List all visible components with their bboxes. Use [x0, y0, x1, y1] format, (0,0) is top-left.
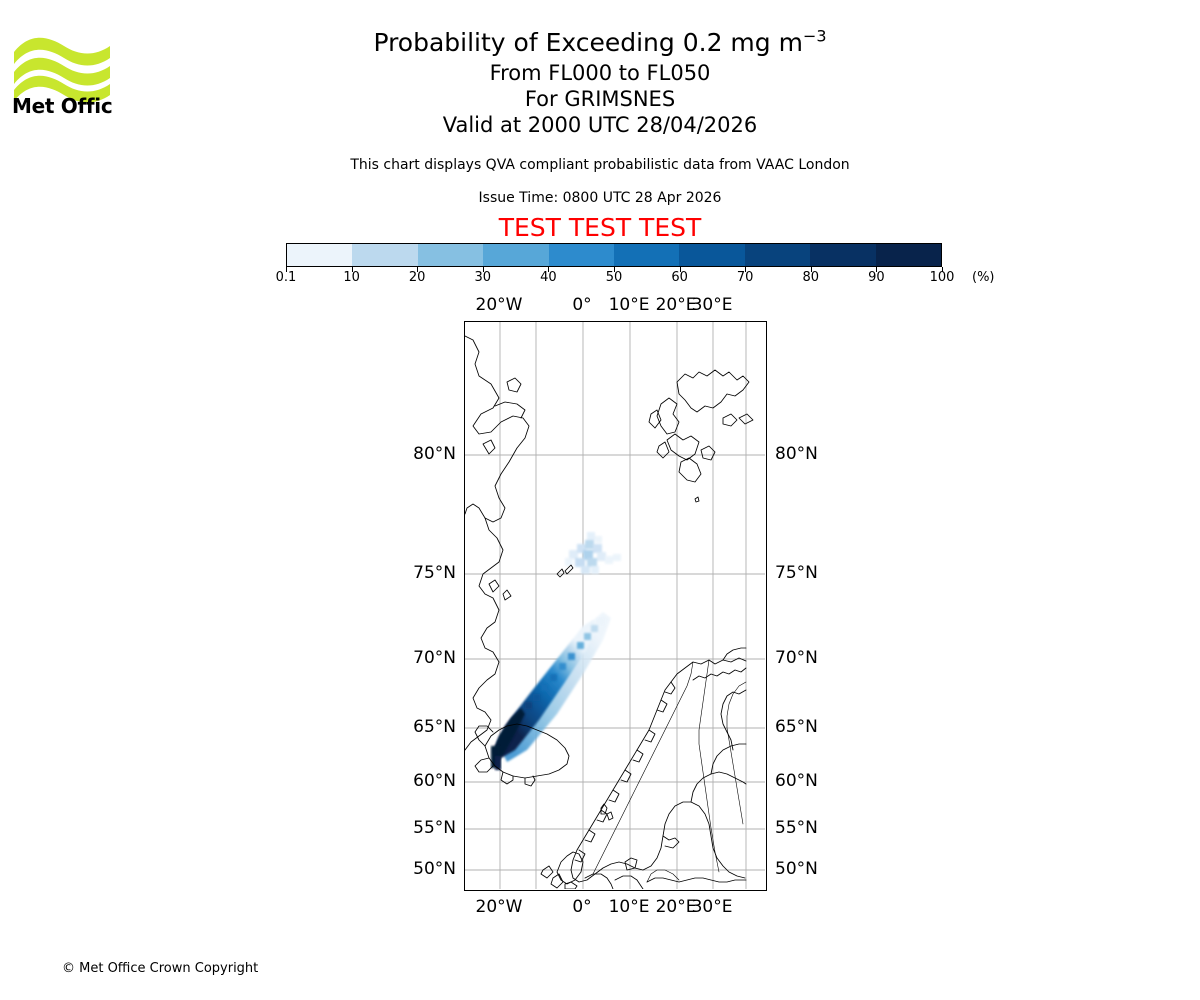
colorbar-tick-labels: 0.1 10 20 30 40 50 60 70 80 90 100	[276, 270, 955, 288]
longitude-tick-label: 0°	[572, 295, 592, 315]
detached-ash-patch	[565, 532, 621, 574]
colorbar-tick	[548, 267, 550, 272]
copyright-footer: © Met Office Crown Copyright	[62, 961, 259, 976]
colorbar-tick	[942, 267, 943, 272]
colorbar-tick-label: 80	[802, 270, 820, 285]
colorbar-segment	[614, 244, 680, 266]
colorbar-segment	[875, 244, 942, 266]
colorbar-segment	[417, 244, 484, 266]
colorbar-tick-label: 20	[408, 270, 426, 285]
colorbar-tick	[351, 267, 353, 272]
colorbar-tick-label: 90	[868, 270, 885, 285]
colorbar-segment	[679, 244, 745, 266]
latitude-tick-label: 60°N	[775, 771, 818, 791]
flight-level-subtitle: From FL000 to FL050	[489, 61, 711, 85]
title-block: Probability of Exceeding 0.2 mg m−3 From…	[0, 26, 1200, 138]
latitude-tick-label: 65°N	[413, 717, 456, 737]
test-banner: TEST TEST TEST	[498, 213, 702, 242]
colorbar-tick-label: 70	[736, 270, 754, 285]
page-title-exponent: −3	[802, 26, 827, 46]
colorbar-segment	[744, 244, 811, 266]
latitude-tick-label: 75°N	[413, 563, 456, 583]
longitude-tick-label: 20°W	[475, 897, 523, 917]
compliance-note: This chart displays QVA compliant probab…	[350, 157, 850, 173]
issue-time: Issue Time: 0800 UTC 28 Apr 2026	[478, 190, 722, 206]
colorbar-segment	[352, 244, 418, 266]
colorbar-tick	[679, 267, 681, 272]
longitude-tick-label: 20°E	[655, 897, 697, 917]
colorbar-tick	[482, 267, 484, 272]
logo-wordmark: Met Office	[12, 94, 112, 116]
colorbar-tick-label: 40	[540, 270, 557, 285]
latitude-tick-label: 70°N	[413, 648, 456, 668]
latitude-tick-label: 70°N	[775, 648, 818, 668]
latitude-tick-label: 50°N	[413, 859, 456, 879]
colorbar-tick	[614, 267, 615, 272]
latitude-tick-label: 80°N	[413, 444, 456, 464]
page-title: Probability of Exceeding 0.2 mg m−3	[0, 26, 1200, 60]
map-graticule	[465, 322, 765, 889]
latitude-tick-label: 50°N	[775, 859, 818, 879]
colorbar-tick	[417, 267, 419, 272]
colorbar-tick-label: 50	[605, 270, 623, 285]
longitude-tick-label: 30°E	[691, 295, 733, 315]
colorbar-tick-label: 0.1	[275, 270, 297, 285]
longitude-tick-label: 10°E	[608, 897, 650, 917]
latitude-tick-label: 55°N	[413, 818, 456, 838]
latitude-tick-label: 60°N	[413, 771, 456, 791]
colorbar-tick-label: 30	[474, 270, 492, 285]
colorbar-tick-label: 100	[929, 270, 955, 285]
longitude-tick-label: 0°	[572, 897, 592, 917]
valid-time-subtitle: Valid at 2000 UTC 28/04/2026	[442, 113, 758, 137]
colorbar-tick	[286, 267, 287, 272]
map-coastlines	[465, 335, 754, 889]
longitude-tick-label: 10°E	[608, 295, 650, 315]
colorbar-segment	[810, 244, 876, 266]
colorbar-segment	[548, 244, 615, 266]
colorbar-unit-label: (%)	[972, 270, 995, 285]
met-office-logo: Met Office	[12, 24, 112, 116]
latitude-tick-label: 80°N	[775, 444, 818, 464]
ash-probability-field	[491, 532, 621, 770]
map-plot-area[interactable]	[464, 321, 767, 891]
latitude-tick-label: 65°N	[775, 717, 818, 737]
colorbar-segment	[287, 244, 353, 266]
longitude-tick-label: 20°E	[655, 295, 697, 315]
longitude-tick-label: 30°E	[691, 897, 733, 917]
volcano-subtitle: For GRIMSNES	[524, 87, 676, 111]
latitude-tick-label: 55°N	[775, 818, 818, 838]
logo-waves-icon	[14, 37, 110, 103]
colorbar-tick-label: 60	[671, 270, 688, 285]
colorbar-ticks	[286, 267, 943, 277]
longitude-tick-label: 20°W	[475, 295, 523, 315]
colorbar-tick-label: 10	[343, 270, 360, 285]
colorbar	[286, 243, 942, 267]
page-title-text: Probability of Exceeding 0.2 mg m	[373, 28, 803, 57]
colorbar-tick	[876, 267, 878, 272]
colorbar-tick	[810, 267, 812, 272]
colorbar-segment	[483, 244, 549, 266]
colorbar-tick	[745, 267, 747, 272]
colorbar-gradient	[286, 243, 942, 267]
latitude-tick-label: 75°N	[775, 563, 818, 583]
